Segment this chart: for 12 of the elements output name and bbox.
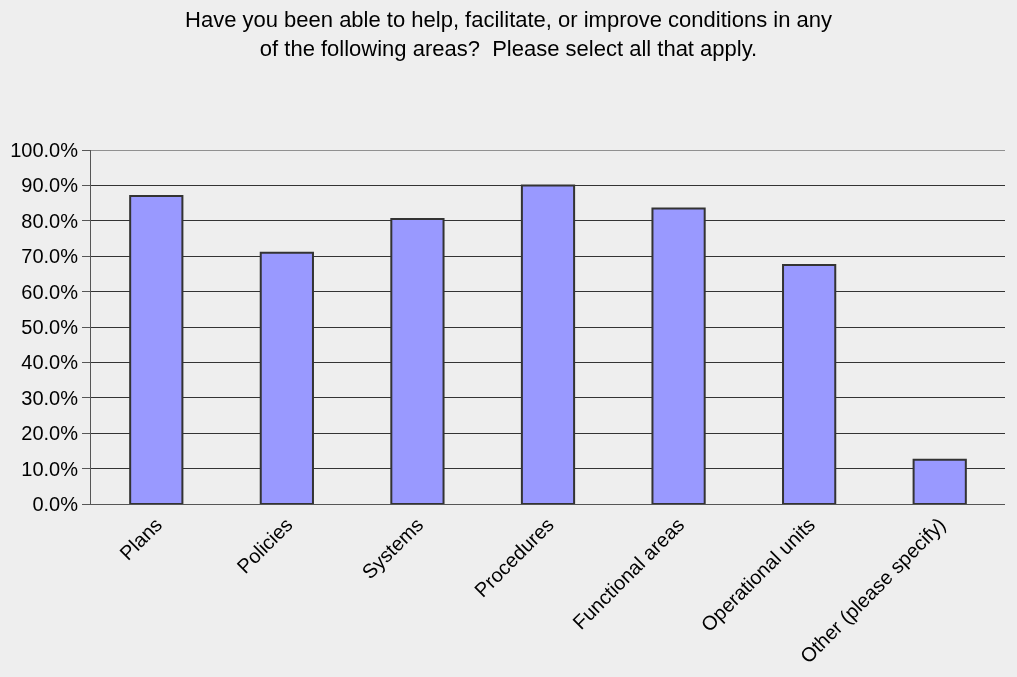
chart-title: Have you been able to help, facilitate, or improve conditions in any of the following areas? Please select all that apply. (185, 7, 832, 61)
y-tick-label: 60.0% (21, 280, 79, 303)
y-tick-label: 20.0% (21, 422, 79, 445)
y-tick-label: 50.0% (21, 316, 79, 338)
y-tick-label: 70.0% (21, 245, 79, 268)
y-tick-label: 100.0% (10, 139, 79, 161)
y-tick-label: 10.0% (21, 457, 79, 480)
y-tick-label: 90.0% (21, 174, 79, 197)
y-tick-label: 30.0% (21, 386, 79, 409)
y-tick-label: 80.0% (21, 209, 79, 232)
y-tick-label: 0.0% (32, 493, 79, 515)
y-tick-label: 40.0% (21, 351, 79, 374)
